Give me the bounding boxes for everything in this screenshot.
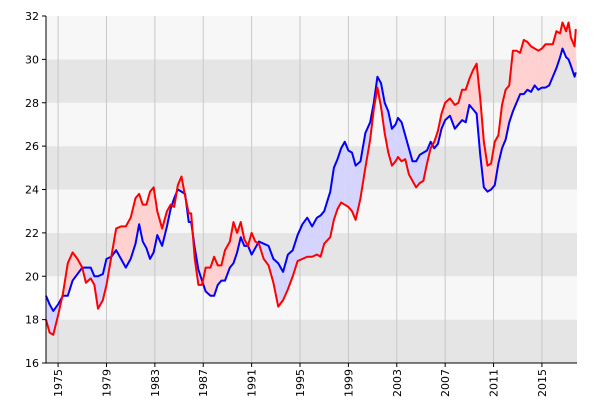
fill-blue-above — [391, 124, 396, 166]
x-tick-label: 1999 — [342, 369, 355, 397]
fill-blue-above — [352, 152, 356, 220]
fill-red-above — [72, 252, 78, 281]
fill-blue-above — [46, 295, 50, 333]
grid-band — [46, 16, 577, 60]
fill-red-above — [120, 226, 126, 268]
x-tick-label: 2003 — [391, 369, 404, 397]
fill-red-above — [139, 193, 143, 242]
fill-blue-above — [344, 141, 349, 207]
fill-red-above — [229, 222, 234, 268]
fill-red-above — [516, 50, 521, 103]
fill-blue-above — [268, 245, 274, 283]
fill-red-above — [125, 217, 131, 268]
fill-blue-above — [341, 141, 345, 205]
x-tick-label: 1987 — [197, 369, 210, 397]
blue-series-line — [45, 47, 577, 312]
fill-red-above — [520, 39, 524, 95]
y-tick-label: 22 — [25, 227, 39, 240]
y-tick-label: 18 — [25, 314, 39, 327]
grid-band — [46, 319, 577, 363]
y-tick-label: 20 — [25, 270, 39, 283]
fill-blue-above — [102, 258, 107, 301]
x-tick-label: 2015 — [536, 369, 549, 397]
fill-red-above — [146, 191, 151, 259]
y-tick-label: 24 — [25, 184, 39, 197]
fill-blue-above — [355, 161, 361, 220]
fill-blue-above — [348, 150, 353, 212]
fill-red-above — [523, 39, 528, 95]
fill-red-above — [445, 98, 450, 121]
fill-blue-above — [49, 304, 54, 335]
fill-red-above — [476, 63, 481, 155]
fill-blue-above — [278, 263, 284, 307]
fill-blue-above — [324, 191, 331, 244]
fill-red-above — [462, 89, 466, 123]
y-tick-label: 28 — [25, 97, 39, 110]
fill-blue-above — [333, 159, 338, 220]
fill-blue-above — [273, 258, 279, 307]
background-bands — [46, 16, 577, 363]
fill-red-above — [538, 48, 542, 90]
fill-red-above — [534, 48, 539, 90]
fill-blue-above — [316, 215, 321, 257]
fill-red-above — [527, 42, 532, 92]
fill-blue-above — [98, 274, 103, 309]
fill-blue-above — [302, 217, 308, 259]
fill-red-above — [531, 46, 535, 92]
x-tick-label: 1979 — [100, 369, 113, 397]
fill-red-above — [469, 70, 473, 110]
fill-red-above — [568, 22, 571, 66]
fill-red-above — [487, 163, 492, 192]
fill-red-above — [458, 89, 463, 125]
fill-red-above — [454, 102, 459, 129]
fill-blue-above — [384, 102, 389, 153]
x-tick-label: 1991 — [246, 369, 259, 397]
fill-red-above — [549, 44, 553, 86]
fill-blue-above — [419, 152, 424, 183]
fill-blue-above — [292, 235, 298, 277]
fill-red-above — [512, 50, 517, 112]
fill-red-above — [491, 141, 495, 190]
fill-red-above — [541, 44, 546, 88]
fill-red-above — [494, 135, 499, 186]
fill-blue-above — [337, 148, 342, 210]
x-tick-label: 2007 — [439, 369, 452, 397]
red-series-line — [45, 21, 577, 336]
fill-blue-above — [397, 117, 402, 162]
y-tick-label: 32 — [25, 10, 39, 23]
fill-blue-above — [360, 133, 366, 199]
grid-band — [46, 59, 577, 103]
grid-band — [46, 276, 577, 320]
fill-blue-above — [287, 250, 293, 290]
y-tick-label: 26 — [25, 140, 39, 153]
fill-blue-above — [312, 217, 317, 257]
fill-red-above — [150, 187, 154, 259]
x-tick-label: 1975 — [52, 369, 65, 397]
y-tick-label: 16 — [25, 357, 39, 370]
x-tick-label: 1983 — [149, 369, 162, 397]
fill-red-above — [472, 63, 477, 114]
y-tick-label: 30 — [25, 53, 39, 66]
x-tick-label: 1995 — [294, 369, 307, 397]
fill-blue-above — [307, 217, 313, 257]
fill-blue-above — [395, 117, 398, 162]
series-lines — [45, 21, 577, 336]
fill-blue-above — [283, 254, 288, 301]
x-tick-label: 2011 — [488, 369, 501, 397]
fill-red-above — [135, 193, 140, 244]
fill-red-above — [545, 44, 550, 88]
y-tick-labels: 16 18 20 22 24 26 28 30 32 — [25, 10, 46, 370]
fill-red-above — [217, 265, 222, 285]
grid-band — [46, 102, 577, 147]
fill-red-above — [205, 267, 211, 296]
fill-blue-above — [416, 154, 420, 188]
fill-red-above — [142, 204, 147, 249]
x-tick-labels: 1975 1979 1983 1987 1991 1995 1999 2003 2007 2011… — [52, 363, 549, 397]
fill-red-above — [67, 252, 73, 296]
fill-blue-above — [408, 148, 413, 181]
fill-red-above — [450, 98, 455, 129]
